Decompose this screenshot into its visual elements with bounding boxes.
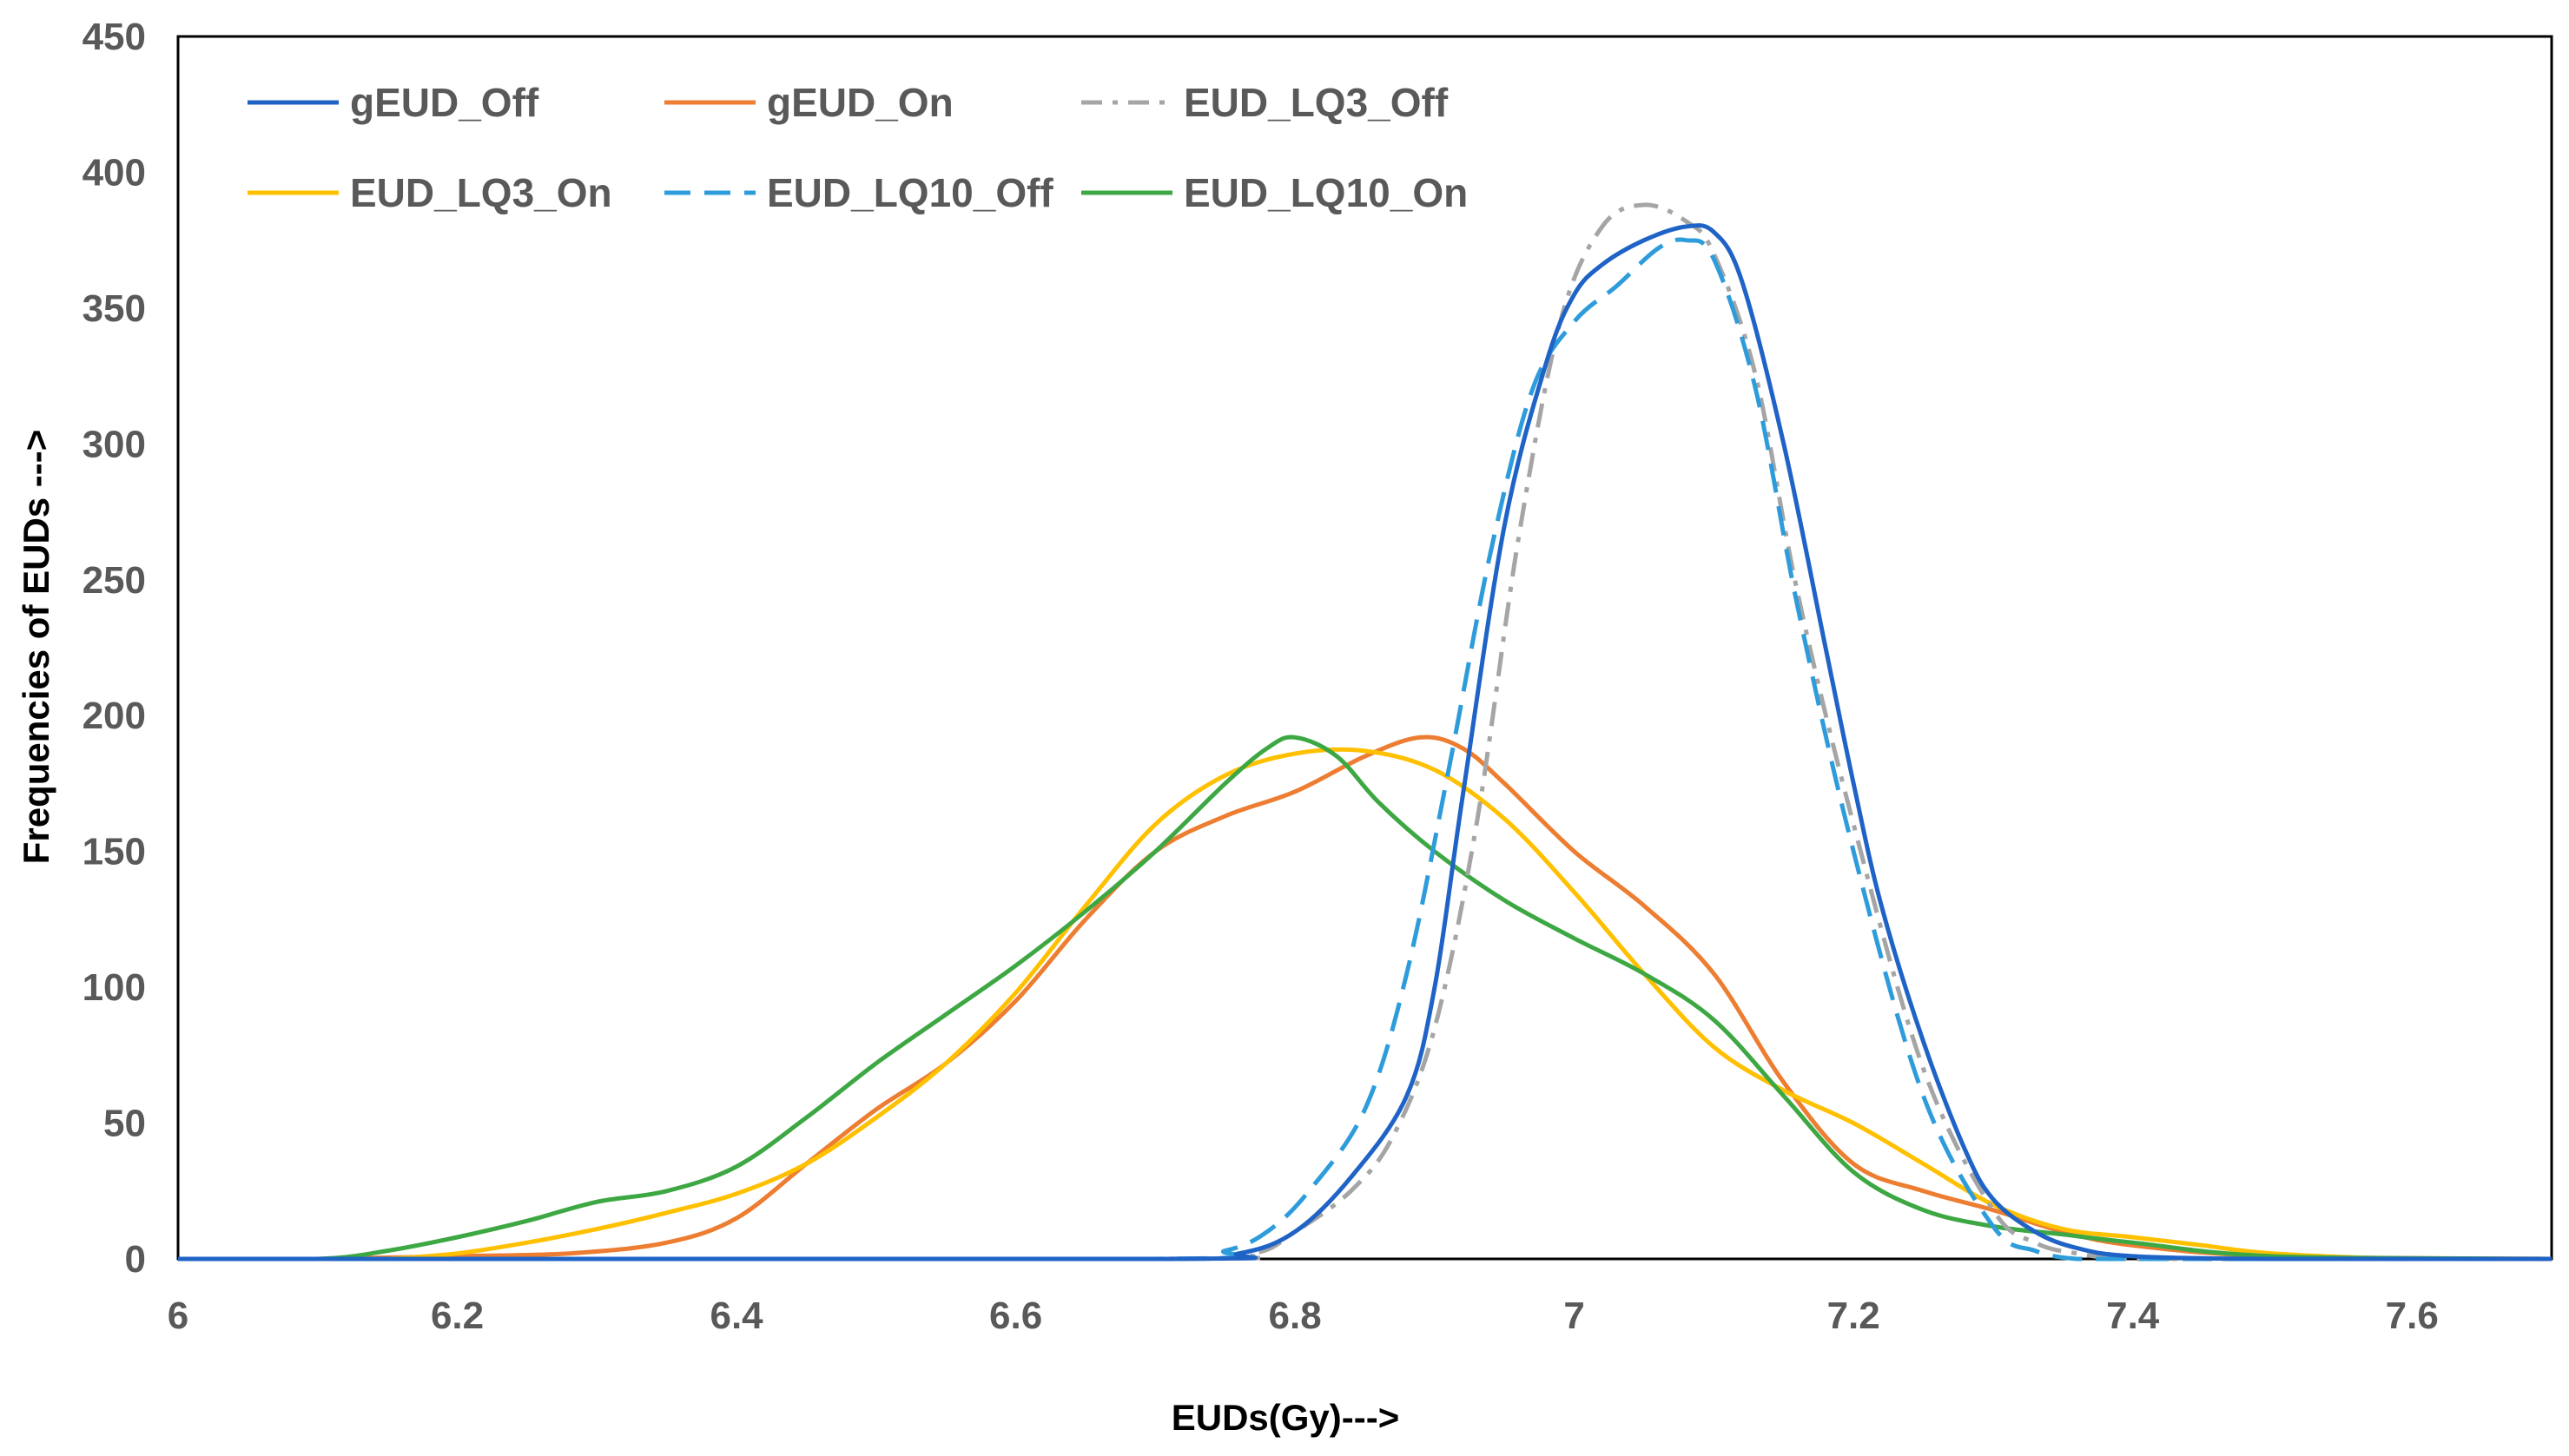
y-tick-label: 0 xyxy=(125,1238,146,1281)
x-axis-ticks: 6 6.2 6.4 6.6 6.8 7 7.2 7.4 7.6 xyxy=(168,1295,2439,1337)
series-line-eud-lq3-on xyxy=(386,747,2552,1262)
y-tick-label: 100 xyxy=(83,966,146,1009)
x-tick-label: 6.2 xyxy=(431,1295,484,1337)
y-axis-ticks: 0 50 100 150 200 250 300 350 400 450 xyxy=(83,16,146,1281)
series-line-eud-lq3-off xyxy=(177,202,2552,1262)
x-tick-label: 7 xyxy=(1563,1295,1584,1337)
y-axis-title: Frequencies of EUDs ---> xyxy=(16,430,56,865)
series-line-geud-off xyxy=(177,223,2552,1262)
legend-label: EUD_LQ10_Off xyxy=(767,170,1053,215)
x-tick-label: 6.6 xyxy=(989,1295,1042,1337)
x-tick-label: 6 xyxy=(168,1295,188,1337)
x-tick-label: 6.4 xyxy=(710,1295,763,1337)
legend-label: EUD_LQ3_On xyxy=(350,170,612,215)
x-tick-label: 6.8 xyxy=(1269,1295,1322,1337)
x-tick-label: 7.6 xyxy=(2386,1295,2439,1337)
series-line-geud-on xyxy=(317,735,2552,1262)
series-line-eud-lq10-off xyxy=(177,237,2552,1262)
legend-label: gEUD_Off xyxy=(350,80,539,125)
x-axis-title: EUDs(Gy)---> xyxy=(1172,1397,1400,1438)
y-tick-label: 300 xyxy=(83,423,146,465)
x-tick-label: 7.2 xyxy=(1827,1295,1880,1337)
plot-area-frame xyxy=(176,35,2553,1261)
y-tick-label: 250 xyxy=(83,559,146,602)
legend-label: gEUD_On xyxy=(767,80,954,125)
y-tick-label: 350 xyxy=(83,287,146,330)
series-lines xyxy=(177,202,2552,1262)
y-tick-label: 150 xyxy=(83,831,146,873)
legend-label: EUD_LQ10_On xyxy=(1184,170,1468,215)
series-line-eud-lq10-on xyxy=(177,735,2552,1262)
y-tick-label: 50 xyxy=(103,1103,146,1145)
y-tick-label: 400 xyxy=(83,151,146,194)
legend: gEUD_Off gEUD_On EUD_LQ3_Off EUD_LQ3_On EUD_… xyxy=(248,80,1468,215)
legend-label: EUD_LQ3_Off xyxy=(1184,80,1449,125)
x-tick-label: 7.4 xyxy=(2106,1295,2160,1337)
y-tick-label: 450 xyxy=(83,16,146,58)
y-tick-label: 200 xyxy=(83,695,146,737)
